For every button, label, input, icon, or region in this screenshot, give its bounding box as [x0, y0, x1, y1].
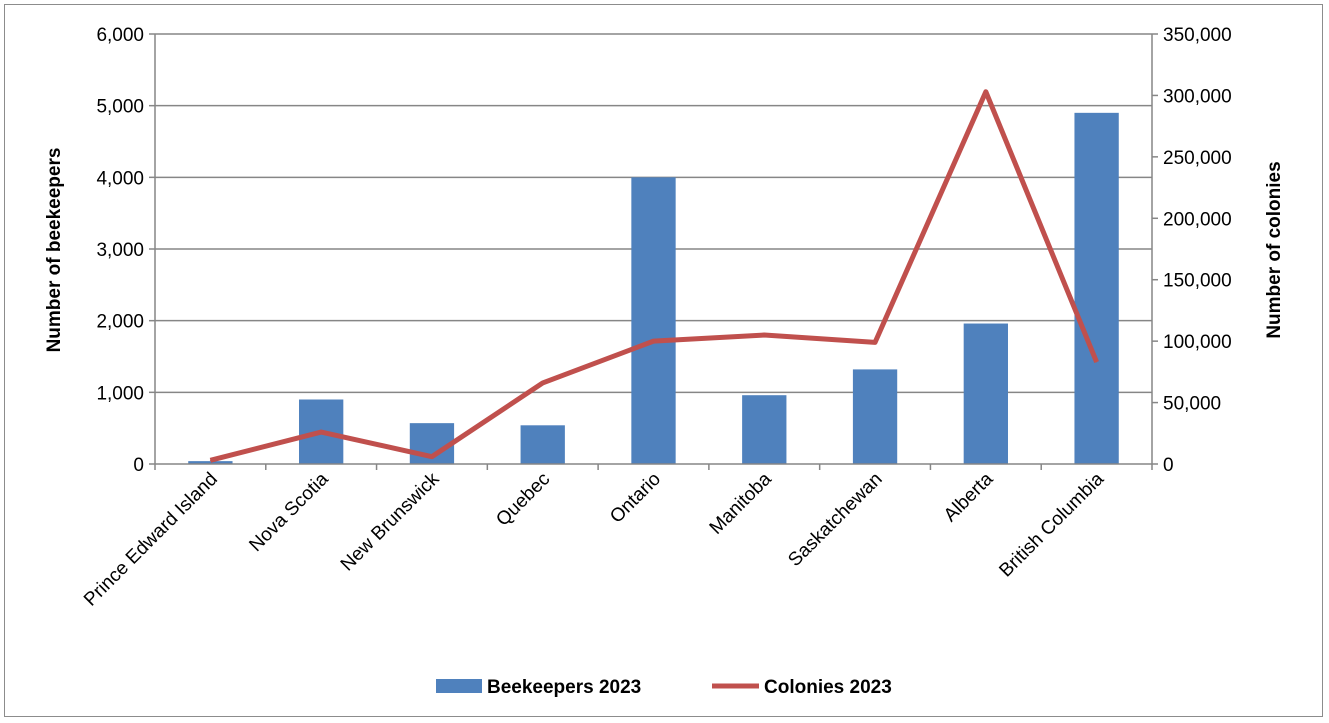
- category-label: Alberta: [940, 468, 998, 526]
- category-label: British Columbia: [995, 468, 1108, 581]
- colonies-point: [985, 91, 987, 93]
- category-label: Prince Edward Island: [80, 469, 222, 611]
- left-tick-label: 3,000: [96, 240, 144, 261]
- right-tick-label: 50,000: [1163, 394, 1221, 415]
- right-tick-label: 200,000: [1163, 209, 1232, 230]
- colonies-point: [653, 340, 654, 342]
- colonies-point: [431, 456, 433, 458]
- colonies-point: [320, 431, 322, 433]
- right-tick-label: 350,000: [1163, 25, 1232, 46]
- left-tick-label: 2,000: [96, 312, 144, 333]
- category-label: New Brunswick: [337, 468, 444, 575]
- left-tick-label: 1,000: [96, 383, 144, 404]
- right-axis-ticks: 0 50,000 100,000 150,000 200,000 250,000 300,0…: [1152, 25, 1232, 476]
- left-tick-label: 6,000: [96, 25, 144, 46]
- legend-label-colonies: Colonies 2023: [764, 677, 892, 698]
- right-tick-label: 0: [1163, 455, 1174, 476]
- legend-swatch-beekeepers: [436, 679, 482, 693]
- left-tick-label: 4,000: [96, 168, 144, 189]
- colonies-point: [763, 334, 765, 336]
- bar-alberta: [963, 323, 1008, 464]
- bar-prince-edward-island: [188, 461, 233, 464]
- left-tick-label: 0: [133, 455, 144, 476]
- category-axis-labels: Prince Edward Island Nova Scotia New Bruns…: [80, 468, 1108, 610]
- colonies-point: [209, 459, 211, 461]
- category-label: Quebec: [492, 469, 554, 531]
- right-axis-title: Number of colonies: [1264, 161, 1285, 338]
- right-tick-label: 250,000: [1163, 148, 1232, 169]
- colonies-line: [209, 89, 1099, 463]
- right-tick-label: 300,000: [1163, 86, 1232, 107]
- right-tick-label: 150,000: [1163, 271, 1232, 292]
- bar-british-columbia: [1074, 112, 1119, 464]
- category-label: Saskatchewan: [784, 469, 886, 571]
- colonies-point: [542, 382, 544, 384]
- legend-label-beekeepers: Beekeepers 2023: [487, 677, 641, 698]
- bar-manitoba: [742, 395, 787, 464]
- category-label: Manitoba: [706, 468, 776, 538]
- category-label: Ontario: [606, 469, 665, 528]
- colonies-point: [874, 341, 876, 343]
- left-axis-ticks: 0 1,000 2,000 3,000 4,000 5,000 6,000: [96, 25, 155, 476]
- bar-saskatchewan: [852, 369, 898, 464]
- bar-ontario: [631, 177, 676, 465]
- beekeepers-bars: [188, 112, 1119, 465]
- bar-quebec: [520, 425, 565, 464]
- legend: Beekeepers 2023 Colonies 2023: [436, 677, 892, 698]
- colonies-point: [1096, 361, 1098, 363]
- category-label: Nova Scotia: [245, 468, 333, 556]
- left-tick-label: 5,000: [96, 97, 144, 118]
- left-axis-title: Number of beekeepers: [44, 148, 65, 353]
- right-tick-label: 100,000: [1163, 332, 1232, 353]
